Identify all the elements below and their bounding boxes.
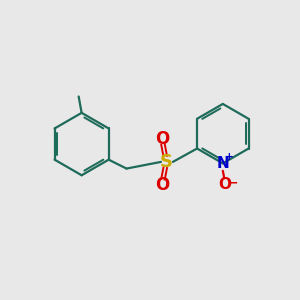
Text: N: N	[216, 156, 229, 171]
Text: −: −	[228, 177, 238, 190]
Text: O: O	[155, 130, 169, 148]
Text: +: +	[224, 152, 233, 162]
Text: S: S	[160, 153, 173, 171]
Text: O: O	[155, 176, 169, 194]
Text: O: O	[218, 177, 231, 192]
